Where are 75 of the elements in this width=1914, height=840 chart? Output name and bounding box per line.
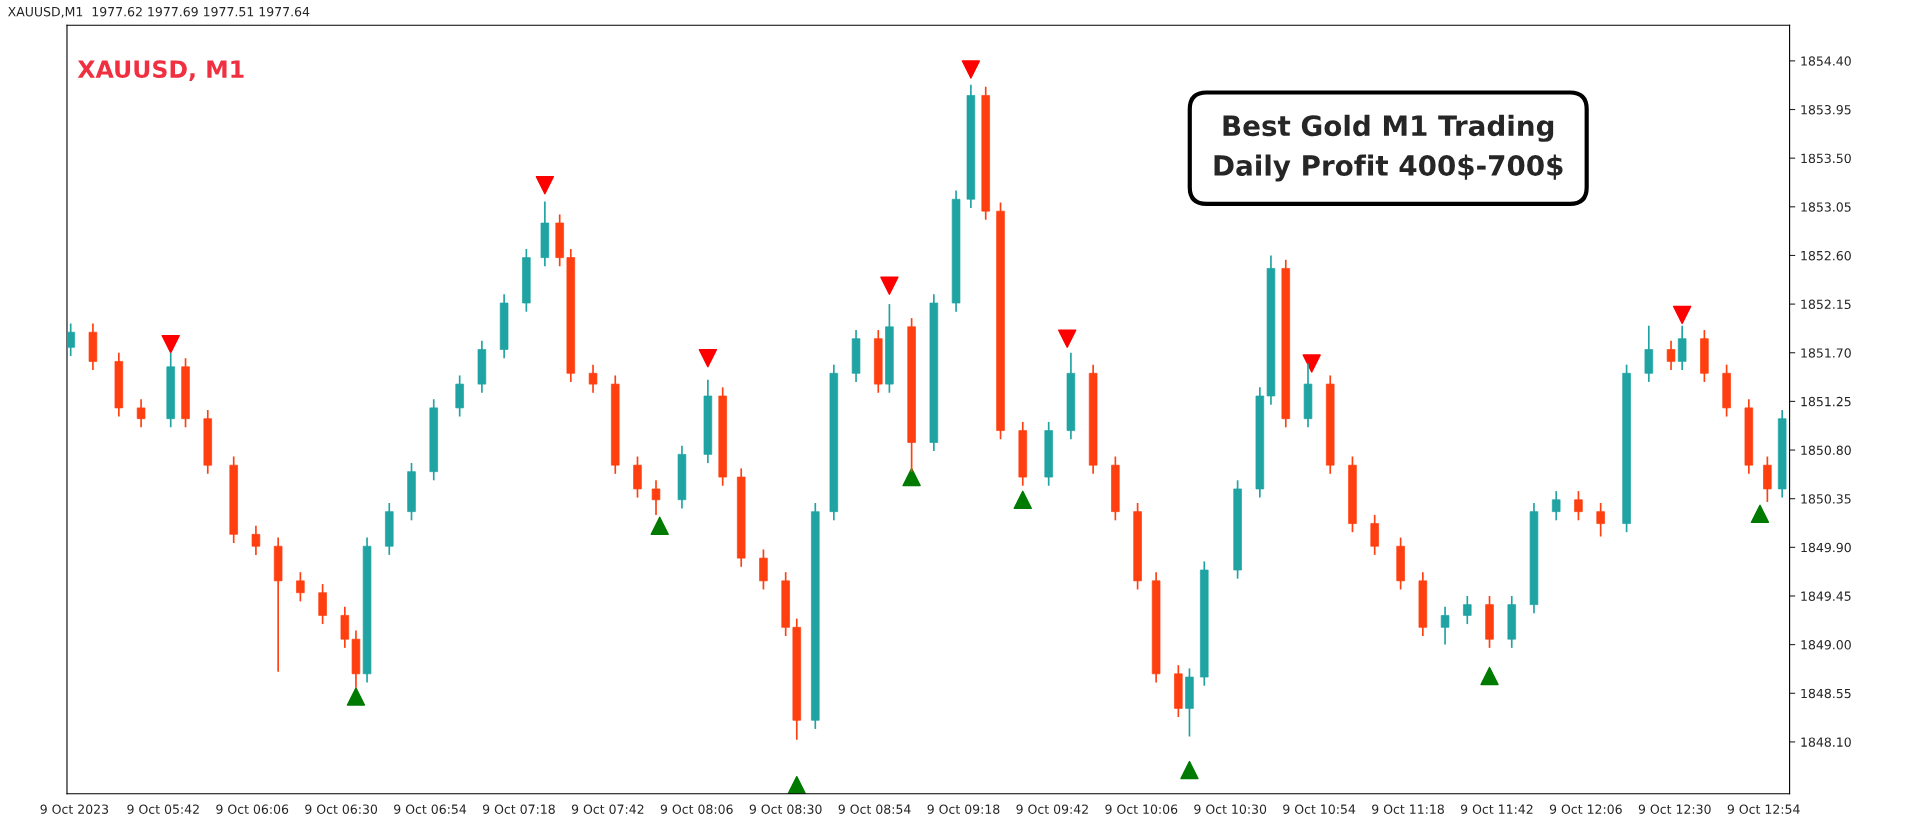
candlestick [1677,324,1687,371]
point [1302,354,1321,373]
x-tick-label: 9 Oct 09:18 [927,804,1000,814]
y-tick-label: 1853.50 [1801,153,1851,164]
x-tick-label: 9 Oct 11:18 [1372,804,1444,814]
point [698,348,718,368]
candlestick [1574,490,1583,522]
x-tick-label: 9 Oct 06:06 [216,804,289,814]
y-tick-label: 1848.55 [1801,688,1851,699]
point [1750,504,1770,524]
x-tick-label: 9 Oct 08:30 [749,804,822,814]
x-tick-label: 9 Oct 08:54 [838,804,911,814]
annotation: Best Gold M1 Trading [1223,114,1554,142]
y-tick-label: 1854.40 [1801,56,1851,66]
x-tick-label: 9 Oct 10:54 [1283,804,1356,814]
y-tick-label: 1851.70 [1801,348,1851,358]
point [1058,329,1077,348]
point [346,687,366,706]
candlestick [251,524,261,556]
candlestick [340,605,350,649]
y-tick-label: 1850.35 [1801,494,1851,504]
x-tick-label: 9 Oct 2023 [40,804,109,814]
point [1180,760,1199,780]
point [1672,305,1692,325]
y-tick-label: 1849.90 [1801,542,1851,553]
point [650,516,669,535]
x-tick-label: 9 Oct 08:06 [660,804,733,814]
candlestick [633,455,642,499]
candlestick [136,398,146,429]
x-tick-label: 9 Oct 12:30 [1638,804,1711,814]
x-tick-label: 9 Oct 09:42 [1016,804,1088,814]
y-tick-label: 1850.80 [1801,445,1851,455]
point [880,276,899,295]
point [1480,666,1499,686]
x-tick-label: 9 Oct 10:30 [1194,804,1267,814]
x-tick-label: 9 Oct 12:54 [1727,804,1800,814]
candlestick [1644,324,1654,383]
y-tick-label: 1852.15 [1801,299,1851,310]
candlestick [759,548,768,591]
point [961,60,981,79]
text: XAUUSD, M1 [77,60,244,82]
x-tick-label: 9 Oct 05:42 [127,804,199,814]
candlestick [66,322,75,357]
candlestick [455,374,464,418]
candlestick [1666,340,1676,371]
candlestick [651,479,661,516]
y-tick-label: 1852.60 [1801,250,1851,261]
candlestick [1440,605,1450,646]
candlestick [296,571,305,603]
y-tick-label: 1848.10 [1801,737,1851,747]
x-tick-label: 9 Oct 07:42 [571,804,644,814]
y-tick-label: 1849.00 [1801,640,1851,650]
candlestick [1370,514,1379,556]
candlestick [1763,455,1772,503]
point [1013,490,1032,509]
point [535,175,555,195]
candlestick [588,363,598,394]
point [161,334,180,354]
candlestick [318,583,327,625]
x-tick-label: 9 Oct 11:42 [1460,804,1533,814]
y-tick-label: 1851.25 [1801,396,1851,407]
x-tick-label: 9 Oct 07:18 [482,804,555,814]
point [902,467,921,487]
annotation: Daily Profit 400$-700$ [1214,154,1563,182]
y-tick-label: 1853.95 [1801,104,1851,115]
x-tick-label: 9 Oct 06:54 [394,804,467,814]
y-tick-label: 1853.05 [1801,202,1851,212]
x-tick-label: 9 Oct 06:30 [305,804,378,814]
candlestick [1596,502,1605,538]
y-tick-label: 1849.45 [1801,591,1851,601]
candlestick [1463,595,1472,625]
x-tick-label: 9 Oct 12:06 [1549,804,1622,814]
x-tick-label: 9 Oct 10:06 [1105,804,1178,814]
candlestick [1551,490,1561,522]
chart-subtitle: XAUUSD,M1 1977.62 1977.69 1977.51 1977.64 [8,6,310,18]
